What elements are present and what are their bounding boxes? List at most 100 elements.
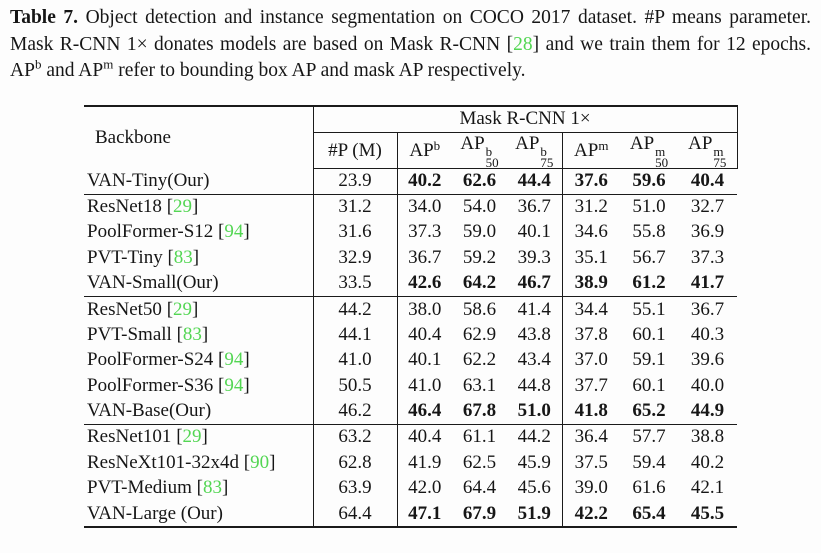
table-caption: Table 7. Object detection and instance s… (10, 5, 811, 85)
citation-number[interactable]: 29 (182, 426, 202, 448)
citation-link[interactable]: [29] (161, 196, 199, 218)
ap-label: AP (688, 133, 713, 154)
ap-value: 62.5 (462, 451, 497, 473)
column-header-apm75: AP m 75 (678, 132, 738, 169)
backbone-label: PVT-Small (87, 323, 172, 345)
backbone-label: ResNeXt101-32x4d (87, 451, 239, 473)
backbone-name: VAN-Small(Our) (84, 270, 314, 297)
ap-superscript: b (433, 137, 441, 153)
backbone-label: PoolFormer-S12 (87, 221, 214, 243)
ap-value: 40.1 (507, 219, 563, 246)
backbone-name: PVT-Tiny [83] (84, 245, 314, 271)
backbone-label: VAN-Small(Our) (87, 272, 219, 294)
param-count: 44.2 (313, 296, 398, 323)
citation-number[interactable]: 28 (513, 33, 533, 55)
ap-value: 34.0 (408, 196, 442, 218)
param-count: 64.4 (313, 501, 398, 528)
citation-link[interactable]: [83] (191, 477, 229, 499)
ap-supsub: m 50 (655, 145, 668, 169)
results-table: Backbone Mask R-CNN 1× #P (M) APb AP b 50 … (84, 104, 738, 528)
citation-link[interactable]: [94] (213, 349, 250, 371)
citation-number[interactable]: 94 (224, 375, 244, 397)
param-count: 41.0 (313, 347, 398, 374)
backbone-name: ResNet50 [29] (84, 296, 314, 323)
ap-value: 61.2 (620, 270, 678, 297)
ap-value: 51.0 (632, 196, 666, 218)
ap-value: 65.2 (620, 398, 678, 425)
table-row: PVT-Small [83] 44.1 40.4 62.9 43.8 37.8 60.1 40… (84, 322, 737, 348)
ap-superscript: m (598, 137, 609, 153)
citation-link[interactable]: [94] (213, 221, 250, 243)
ap-value: 60.1 (632, 375, 666, 397)
ap-value: 40.4 (408, 426, 442, 448)
table-row: VAN-Large (Our) 64.4 47.1 67.9 51.9 42.2 65.4 4… (84, 501, 738, 528)
ap-value: 64.4 (462, 477, 497, 499)
citation-link[interactable]: [90] (238, 451, 276, 473)
citation-number[interactable]: 83 (202, 477, 222, 499)
ap-value: 36.7 (507, 194, 563, 220)
caption-superscript: m (103, 56, 114, 72)
table-row: VAN-Tiny(Our) 23.9 40.2 62.6 44.4 37.6 59.6 40.… (84, 168, 738, 195)
citation-link[interactable]: [83] (162, 247, 200, 269)
backbone-label: PoolFormer-S36 (87, 375, 214, 397)
ap-value: 39.3 (507, 245, 563, 271)
ap-value: 38.0 (408, 298, 442, 320)
param-count: 44.1 (313, 322, 398, 348)
ap-value: 38.9 (562, 270, 620, 297)
citation-number[interactable]: 90 (250, 451, 270, 473)
ap-value: 54.0 (462, 196, 497, 218)
citation-link[interactable]: [83] (171, 323, 209, 345)
citation-number[interactable]: 94 (224, 349, 244, 371)
citation-link[interactable]: [94] (213, 375, 250, 397)
table-body: VAN-Tiny(Our) 23.9 40.2 62.6 44.4 37.6 59.6 40.… (84, 168, 738, 528)
ap-value: 45.5 (678, 501, 738, 528)
ap-value: 61.6 (632, 477, 666, 499)
backbone-name: PVT-Small [83] (84, 322, 314, 348)
backbone-label: VAN-Base(Our) (87, 400, 212, 422)
table-row: PoolFormer-S24 [94] 41.0 40.1 62.2 43.4 37.0 5… (84, 347, 737, 374)
citation-number[interactable]: 29 (173, 298, 193, 320)
table-row: ResNet101 [29] 63.2 40.4 61.1 44.2 36.4 57.7 38… (84, 424, 737, 451)
citation-link[interactable]: [28] (506, 33, 540, 55)
ap-value: 40.2 (690, 451, 725, 473)
ap-label: AP (574, 139, 599, 161)
ap-value: 34.6 (574, 221, 608, 243)
citation-number[interactable]: 29 (173, 196, 193, 218)
column-header-params: #P (M) (313, 132, 398, 169)
ap-label: AP (629, 133, 655, 154)
backbone-label: PVT-Medium (87, 477, 192, 499)
citation-link[interactable]: [29] (171, 426, 208, 448)
caption-superscript: b (34, 56, 42, 72)
caption-text: and AP (46, 60, 104, 81)
table-row: PVT-Tiny [83] 32.9 36.7 59.2 39.3 35.1 56.7 37.… (84, 245, 737, 271)
citation-number[interactable]: 83 (173, 247, 193, 269)
ap-value: 41.4 (507, 296, 563, 323)
ap-value: 41.9 (408, 451, 442, 473)
backbone-name: VAN-Large (Our) (84, 501, 314, 528)
ap-superscript: b (485, 144, 493, 159)
citation-link[interactable]: [29] (161, 298, 199, 320)
citation-number[interactable]: 94 (224, 221, 244, 243)
ap-label: AP (460, 133, 485, 154)
param-count: 63.2 (313, 424, 398, 451)
ap-value: 43.4 (507, 347, 563, 374)
table-row: PoolFormer-S36 [94] 50.5 41.0 63.1 44.8 37.7 6… (84, 373, 737, 399)
ap-value: 37.3 (408, 221, 442, 243)
ap-label: AP (409, 139, 434, 161)
column-header-apb75: AP b 75 (507, 132, 563, 169)
ap-value: 42.1 (690, 477, 725, 499)
ap-value: 40.4 (678, 168, 738, 195)
ap-value: 62.9 (462, 323, 497, 345)
ap-value: 51.0 (507, 398, 563, 425)
ap-value: 37.0 (574, 349, 608, 371)
table-row: VAN-Base(Our) 46.2 46.4 67.8 51.0 41.8 65.2 44.… (84, 398, 738, 425)
citation-number[interactable]: 83 (182, 323, 202, 345)
table-row: ResNeXt101-32x4d [90] 62.8 41.9 62.5 45.9 37.… (84, 450, 737, 476)
ap-value: 40.2 (397, 168, 452, 195)
ap-value: 36.9 (690, 221, 725, 243)
caption-text: Object detection and instance segmentati… (10, 7, 811, 55)
ap-superscript: m (713, 144, 724, 159)
ap-value: 55.1 (632, 298, 666, 320)
ap-value: 37.7 (574, 375, 608, 397)
column-header-mask-rcnn: Mask R-CNN 1× (313, 105, 738, 133)
